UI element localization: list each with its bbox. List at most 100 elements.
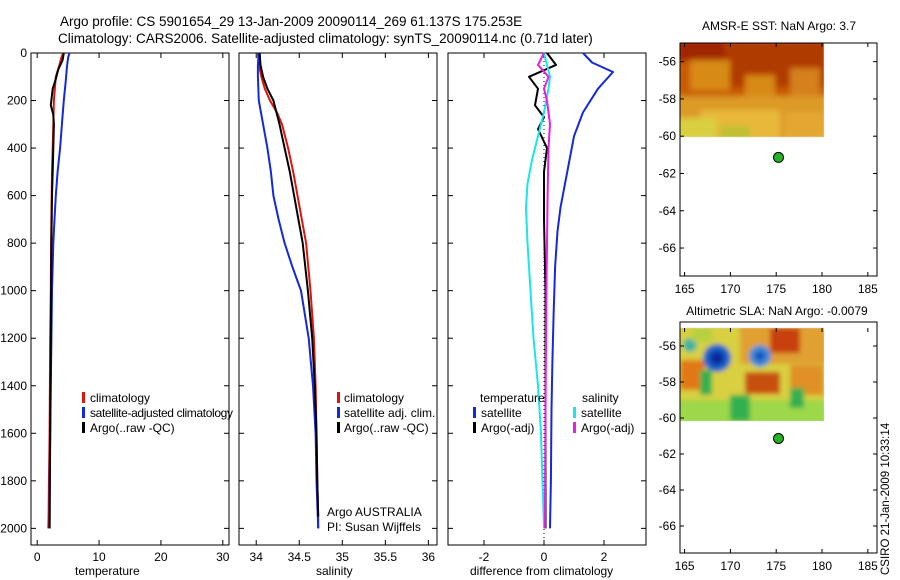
y-tick-label: 2000 <box>0 521 27 535</box>
series-line-argo-raw-qc- <box>258 52 320 517</box>
x-tick-label: 175 <box>766 282 786 296</box>
y-tick-label: 1800 <box>0 474 27 488</box>
legend-label-satellite: satellite-adjusted climatology <box>90 406 233 420</box>
legend-header-salinity: salinity <box>582 391 619 405</box>
series-line-temperature-satellite <box>549 52 614 529</box>
legend-swatch-climatology <box>82 392 85 403</box>
legend-header-temperature: temperature <box>480 391 545 405</box>
x-tick-label: 185 <box>858 282 878 296</box>
credit-stamp: CSIRO 21-Jan-2009 10:33:14 <box>880 422 892 575</box>
legend-swatch-argo <box>337 422 340 433</box>
x-axis-label-salinity: salinity <box>316 564 353 578</box>
difference-legend: temperature satellite Argo(-adj) salinit… <box>473 391 634 435</box>
y-tick-label: -62 <box>659 447 677 461</box>
series-line-salinity-satellite <box>525 52 551 529</box>
annotation-pi: PI: Susan Wijffels <box>327 520 421 534</box>
x-tick-label: 0 <box>34 550 41 564</box>
legend-swatch-sal-argo <box>573 422 576 433</box>
y-tick-label: -58 <box>659 375 677 389</box>
legend-swatch-argo <box>82 422 85 433</box>
y-tick-label: 600 <box>7 189 27 203</box>
temperature-legend: climatology satellite-adjusted climatolo… <box>82 391 233 435</box>
sst-map-frame <box>679 42 878 277</box>
x-axis-label-difference: difference from climatology <box>470 564 613 578</box>
sla-map-panel: Altimetric SLA: NaN Argo: -0.0079 <box>659 304 879 573</box>
x-tick-label: 35 <box>336 550 350 564</box>
legend-swatch-climatology <box>337 392 340 403</box>
y-tick-label: -60 <box>659 129 677 143</box>
x-tick-label: 2 <box>601 550 608 564</box>
sla-field-image <box>680 328 824 421</box>
legend-swatch-temp-satellite <box>473 407 476 418</box>
sla-map-frame <box>679 321 878 554</box>
y-tick-label: -64 <box>659 483 677 497</box>
legend-label-argo: Argo(..raw -QC) <box>344 421 429 435</box>
x-tick-label: 10 <box>92 550 106 564</box>
sla-map-title: Altimetric SLA: NaN Argo: -0.0079 <box>686 304 868 318</box>
plot-frame <box>238 52 438 546</box>
sst-map-panel: AMSR-E SST: NaN Argo: 3.7 165 170 175 180 18… <box>659 19 879 296</box>
series-line-climatology <box>256 52 320 529</box>
float-position-marker <box>773 151 784 163</box>
annotation-float-program: Argo AUSTRALIA <box>327 505 422 519</box>
legend-label-argo: Argo(..raw -QC) <box>90 421 175 435</box>
x-tick-label: 185 <box>858 559 878 573</box>
y-tick-label: 200 <box>7 94 27 108</box>
legend-label-climatology: climatology <box>344 391 404 405</box>
y-tick-label: -56 <box>659 55 677 69</box>
y-tick-label: 1600 <box>0 426 27 440</box>
legend-swatch-satellite <box>337 407 340 418</box>
y-tick-label: 400 <box>7 141 27 155</box>
series-line-satellite-adj-clim- <box>256 52 320 529</box>
float-position-marker <box>773 433 784 444</box>
legend-label-sal-satellite: satellite <box>581 406 622 420</box>
y-tick-label: 1000 <box>0 284 27 298</box>
temperature-series <box>47 52 71 529</box>
y-tick-label: -66 <box>659 519 677 533</box>
y-tick-label: 1200 <box>0 331 27 345</box>
x-axis-label-temperature: temperature <box>75 564 140 578</box>
salinity-legend: climatology satellite adj. clim. Argo(..… <box>337 391 435 435</box>
x-tick-label: 180 <box>812 282 832 296</box>
y-tick-label: 0 <box>20 46 27 60</box>
x-tick-label: 0 <box>541 550 548 564</box>
salinity-axes: 34 34.5 35 35.5 36 <box>238 52 438 564</box>
sla-map-axes: 165 170 175 180 185 -56 -58 -60 -62 -64 -66 <box>659 328 878 573</box>
y-tick-label: -62 <box>659 166 677 180</box>
legend-label-temp-argo: Argo(-adj) <box>481 421 534 435</box>
legend-label-sal-argo: Argo(-adj) <box>581 421 634 435</box>
series-line-argo-raw-qc- <box>48 52 65 529</box>
legend-label-satellite: satellite adj. clim. <box>344 406 435 420</box>
legend-swatch-satellite <box>82 407 85 418</box>
legend-swatch-temp-argo <box>473 422 476 433</box>
x-tick-label: 30 <box>216 550 230 564</box>
legend-label-temp-satellite: satellite <box>481 406 522 420</box>
y-tick-label: 800 <box>7 236 27 250</box>
y-tick-label: -60 <box>659 411 677 425</box>
x-tick-label: 34.5 <box>288 550 312 564</box>
x-tick-label: -2 <box>479 550 490 564</box>
salinity-profile-panel: salinity 34 34.5 35 35.5 36 climatology sate… <box>238 52 438 578</box>
x-tick-label: 34 <box>250 550 264 564</box>
salinity-series <box>256 52 320 529</box>
y-tick-label: -58 <box>659 92 677 106</box>
x-tick-label: 35.5 <box>374 550 398 564</box>
x-tick-label: 180 <box>812 559 832 573</box>
x-tick-label: 165 <box>675 282 695 296</box>
x-tick-label: 165 <box>675 559 695 573</box>
series-line-salinity-argo-adj- <box>537 52 551 529</box>
y-tick-label: 1400 <box>0 379 27 393</box>
temperature-profile-panel: temperature 0 10 20 30 0 200 400 600 800 1000 1200… <box>0 46 233 578</box>
figure-title-line1: Argo profile: CS 5901654_29 13-Jan-2009 … <box>60 14 522 29</box>
difference-series <box>525 52 614 529</box>
legend-label-climatology: climatology <box>90 391 150 405</box>
x-tick-label: 20 <box>154 550 168 564</box>
sst-map-title: AMSR-E SST: NaN Argo: 3.7 <box>702 19 856 33</box>
legend-swatch-sal-satellite <box>573 407 576 418</box>
x-tick-label: 175 <box>766 559 786 573</box>
plot-frame <box>30 52 230 546</box>
figure-title-line2: Climatology: CARS2006. Satellite-adjuste… <box>58 31 593 46</box>
x-tick-label: 170 <box>720 282 740 296</box>
difference-profile-panel: difference from climatology -2 0 2 tempera… <box>447 52 647 578</box>
